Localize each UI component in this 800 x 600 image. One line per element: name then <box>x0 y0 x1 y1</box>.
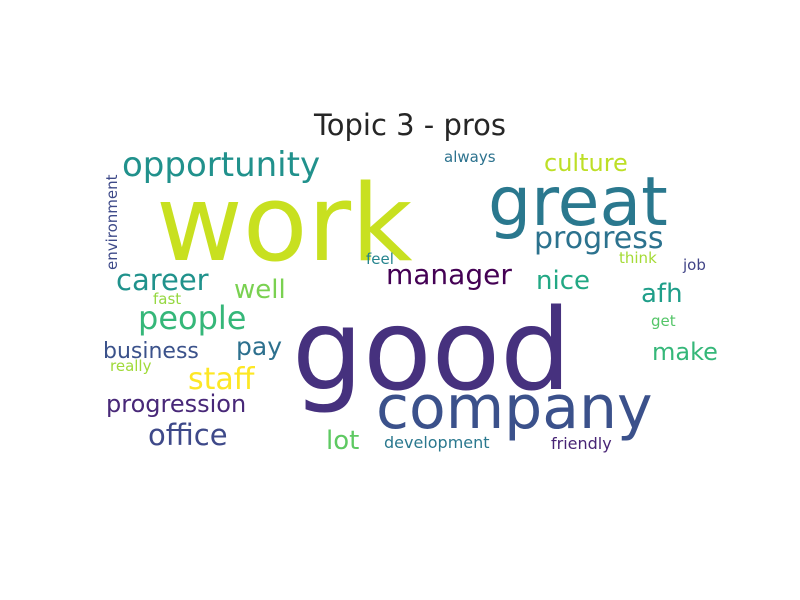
word-culture: culture <box>544 149 628 177</box>
word-career: career <box>116 263 209 297</box>
word-think: think <box>619 249 657 267</box>
word-fast: fast <box>153 290 181 308</box>
word-manager: manager <box>386 258 512 291</box>
word-really: really <box>110 357 152 375</box>
word-always: always <box>444 148 496 166</box>
word-get: get <box>651 312 676 330</box>
word-office: office <box>148 418 228 452</box>
word-people: people <box>138 299 246 337</box>
word-work: work <box>156 162 413 285</box>
word-opportunity: opportunity <box>122 146 320 185</box>
word-staff: staff <box>188 362 256 397</box>
word-well: well <box>234 275 286 305</box>
word-nice: nice <box>536 266 590 296</box>
word-friendly: friendly <box>551 434 612 453</box>
word-great: great <box>488 163 668 242</box>
word-make: make <box>652 338 718 366</box>
word-progression: progression <box>106 390 246 418</box>
word-good: good <box>292 286 571 416</box>
word-environment: environment <box>103 174 121 270</box>
word-job: job <box>682 256 706 274</box>
word-company: company <box>376 373 653 443</box>
word-business: business <box>103 339 199 364</box>
word-pay: pay <box>236 332 282 361</box>
word-development: development <box>384 433 490 452</box>
word-feel: feel <box>366 250 394 268</box>
word-lot: lot <box>326 426 359 456</box>
chart-title: Topic 3 - pros <box>313 108 507 142</box>
word-progress: progress <box>534 221 664 256</box>
word-afh: afh <box>641 279 683 309</box>
